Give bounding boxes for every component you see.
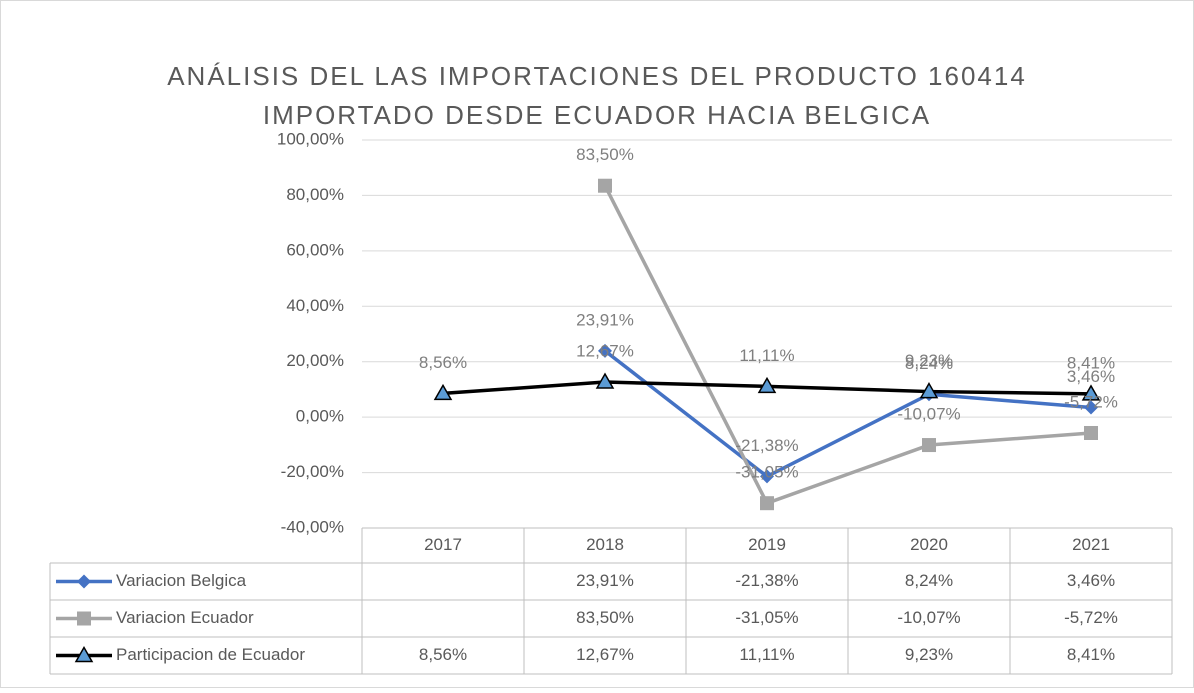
marker	[595, 372, 615, 389]
table-cell: -5,72%	[1064, 608, 1118, 627]
marker	[598, 343, 612, 358]
x-tick-label: 2019	[748, 535, 786, 554]
data-label: 8,56%	[419, 353, 467, 372]
table-cell: 23,91%	[576, 571, 634, 590]
chart-title: IMPORTADO DESDE ECUADOR HACIA BELGICA	[263, 100, 931, 130]
marker	[760, 496, 774, 511]
y-tick-label: 40,00%	[286, 296, 344, 315]
data-label: 3,46%	[1067, 367, 1115, 386]
table-cell: 8,24%	[905, 571, 953, 590]
marker	[1081, 384, 1101, 401]
table-cell: 11,11%	[739, 645, 794, 664]
y-tick-label: 20,00%	[286, 351, 344, 370]
marker	[598, 178, 612, 193]
marker	[1084, 400, 1098, 415]
series-line	[603, 349, 1092, 479]
x-tick-label: 2021	[1072, 535, 1110, 554]
table-cell: 3,46%	[1067, 571, 1115, 590]
y-tick-label: 100,00%	[277, 129, 344, 148]
data-label: -10,07%	[897, 405, 960, 424]
y-tick-label: 0,00%	[296, 407, 344, 426]
table-cell: 9,23%	[905, 645, 953, 664]
table-cell: 12,67%	[576, 645, 634, 664]
marker	[1084, 425, 1098, 440]
table-cell: -31,05%	[735, 608, 798, 627]
legend-marker	[74, 645, 94, 663]
data-label: -21,38%	[735, 436, 798, 455]
data-label: 83,50%	[576, 145, 634, 164]
y-tick-label: 80,00%	[286, 185, 344, 204]
legend-label: Variacion Belgica	[116, 571, 247, 590]
chart-title: ANÁLISIS DEL LAS IMPORTACIONES DEL PRODU…	[167, 61, 1027, 91]
data-label: 11,11%	[739, 346, 794, 365]
data-label: -5,72%	[1064, 392, 1118, 411]
data-label: 8,41%	[1067, 353, 1115, 372]
marker	[919, 382, 939, 399]
marker	[760, 469, 774, 484]
y-tick-label: -40,00%	[281, 517, 344, 536]
x-tick-label: 2020	[910, 535, 948, 554]
legend-label: Participacion de Ecuador	[116, 645, 305, 664]
data-label: 23,91%	[576, 310, 634, 329]
data-label: 8,24%	[905, 354, 953, 373]
series-line	[603, 184, 1092, 505]
x-tick-label: 2017	[424, 535, 462, 554]
y-tick-label: 60,00%	[286, 240, 344, 259]
legend-label: Variacion Ecuador	[116, 608, 254, 627]
x-tick-label: 2018	[586, 535, 624, 554]
table-cell: -10,07%	[897, 608, 960, 627]
legend-marker	[77, 611, 91, 626]
table-cell: 8,56%	[419, 645, 467, 664]
data-label: 12,67%	[576, 342, 634, 361]
table-cell: 8,41%	[1067, 645, 1115, 664]
table-cell: -21,38%	[735, 571, 798, 590]
legend-marker	[77, 574, 91, 589]
marker	[922, 438, 936, 453]
data-label: -31,05%	[735, 463, 798, 482]
table-cell: 83,50%	[576, 608, 634, 627]
y-tick-label: -20,00%	[281, 462, 344, 481]
marker	[433, 383, 453, 401]
marker	[757, 376, 777, 394]
data-label: 9,23%	[905, 351, 953, 370]
